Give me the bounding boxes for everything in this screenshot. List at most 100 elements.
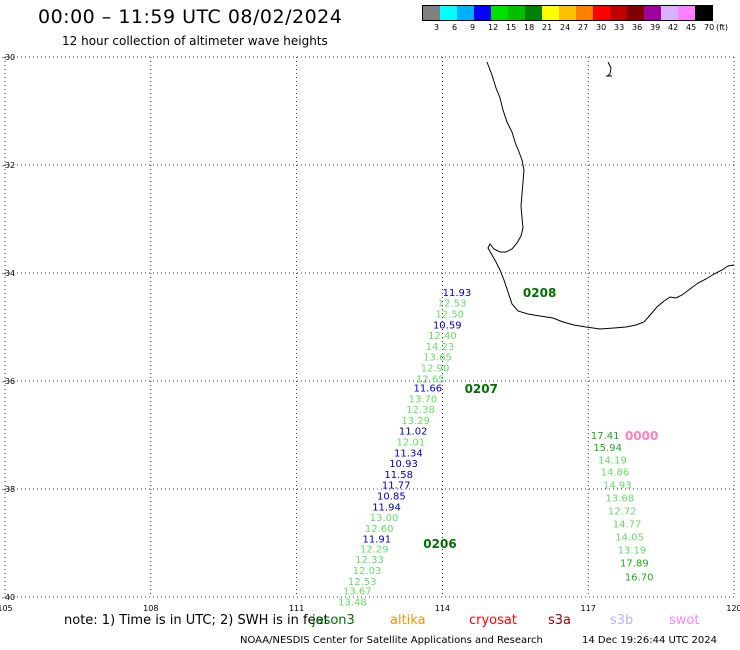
legend-bin-label: 12 [488,23,499,32]
wave-height-value: 12.40 [428,331,457,342]
legend-swatch [440,6,457,20]
legend-labels: 3 6 9 12 15 18 21 24 27 30 33 36 39 42 45 70 (ft) [422,21,728,35]
longitude-label: 117 [581,604,596,613]
legend-bin-label: 70 [704,23,715,32]
legend-bin-label: 3 [434,23,440,32]
observations-layer: 11.9312.5312.5010.5912.4014.2313.6512.90… [338,286,658,608]
wave-height-value: 12.29 [360,544,389,555]
mission-label-s3a: s3a [548,613,572,628]
longitude-label: 111 [289,604,304,613]
wave-height-value: 12.53 [348,577,377,588]
legend-bin-label: 21 [542,23,553,32]
wave-height-value: 12.60 [365,524,394,535]
mission-label-altika: altika [390,613,426,628]
wave-height-value: 11.02 [399,427,428,438]
coastline-southwest-australia [486,61,735,330]
legend-bin-label: 36 [632,23,643,32]
wave-height-value: 12.38 [406,405,435,416]
wave-height-value: 14.86 [601,468,630,479]
longitude-label: 114 [435,604,450,613]
mission-label-s3b: s3b [610,613,634,628]
legend-swatch [457,6,474,20]
footer-note: note: 1) Time is in UTC; 2) SWH is in fe… [64,613,329,628]
legend-swatch [576,6,593,20]
legend-bin-label: 6 [452,23,458,32]
longitude-label: 108 [143,604,158,613]
wave-height-value: 12.50 [435,310,464,321]
legend-bin-label: 33 [614,23,625,32]
credit-line: NOAA/NESDIS Center for Satellite Applica… [240,635,543,646]
wave-height-value: 12.33 [355,555,384,566]
legend-bin-label: 39 [650,23,661,32]
axis-labels: 105 108 111 114 117 120 -30 -32 -34 -36 -38 -40 [0,53,740,613]
wave-height-value: 13.70 [409,394,438,405]
wave-height-value: 14.77 [613,520,642,531]
wave-height-value: 13.19 [618,545,647,556]
legend-swatch [661,6,678,20]
wave-height-value: 13.00 [370,513,399,524]
latitude-label: -34 [2,269,15,278]
legend-bin-label: 18 [524,23,535,32]
wave-height-value: 14.05 [615,533,644,544]
wave-height-value: 17.89 [620,558,649,569]
latitude-label: -40 [2,593,15,602]
wave-height-value: 13.65 [423,353,452,364]
legend-swatch [525,6,542,20]
page-title: 00:00 – 11:59 UTC 08/02/2024 [38,6,343,28]
legend-bin-label: 45 [686,23,697,32]
wave-height-value: 16.70 [625,572,654,583]
legend-swatch [678,6,695,20]
legend-swatch [508,6,525,20]
color-legend: 3 6 9 12 15 18 21 24 27 30 33 36 39 42 45 70 (ft) [422,5,728,35]
legend-unit-label: (ft) [716,23,729,32]
mission-label-cryosat: cryosat [469,613,517,628]
mission-label-swot: swot [669,613,700,628]
wave-height-value: 13.29 [401,416,430,427]
pass-label: 0000 [625,429,658,443]
legend-bin-label: 15 [506,23,517,32]
latitude-label: -36 [2,377,15,386]
legend-swatch [559,6,576,20]
pass-label: 0208 [523,286,556,300]
wave-height-value: 12.72 [608,507,637,518]
legend-swatch [474,6,491,20]
wave-height-value: 11.66 [413,383,442,394]
wave-height-value: 11.91 [362,535,391,546]
legend-bin-label: 27 [578,23,589,32]
wave-height-value: 10.59 [433,320,462,331]
wave-height-value: 13.68 [605,494,634,505]
legend-swatches [422,5,713,21]
legend-swatch [491,6,508,20]
wave-height-value: 12.03 [353,566,382,577]
latitude-label: -38 [2,485,15,494]
wave-height-value: 15.94 [593,443,622,454]
legend-swatch [423,6,440,20]
wave-height-value: 12.53 [438,299,467,310]
wave-height-value: 11.77 [382,481,411,492]
legend-swatch [644,6,661,20]
wave-height-value: 10.85 [377,491,406,502]
wave-height-value: 14.23 [426,342,455,353]
wave-height-value: 12.90 [421,364,450,375]
latitude-label: -30 [2,53,15,62]
pass-label: 0207 [465,382,498,396]
page-subtitle: 12 hour collection of altimeter wave hei… [62,34,328,48]
wave-height-value: 10.93 [389,459,418,470]
legend-swatch [610,6,627,20]
longitude-label: 120 [726,604,740,613]
pass-label: 0206 [423,537,456,551]
legend-bin-label: 9 [470,23,476,32]
wave-height-value: 17.41 [591,431,620,442]
wave-height-value: 11.34 [394,448,423,459]
legend-swatch [542,6,559,20]
coastline-far-north-fragment [605,61,612,77]
wave-height-value: 11.94 [372,502,401,513]
wave-height-value: 11.58 [384,470,413,481]
wave-height-value: 12.01 [396,437,425,448]
wave-height-value: 14.19 [598,455,627,466]
legend-swatch [695,6,712,20]
wave-height-value: 13.67 [343,587,372,598]
legend-bin-label: 24 [560,23,571,32]
generation-timestamp: 14 Dec 19:26:44 UTC 2024 [582,635,717,646]
